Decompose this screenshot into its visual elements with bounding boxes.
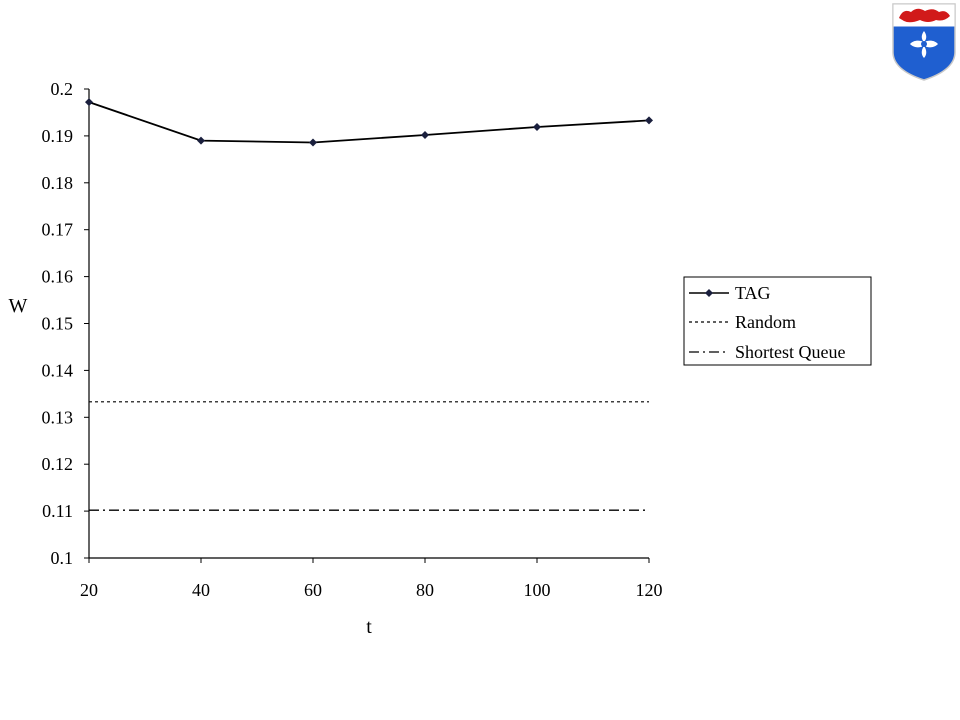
- y-tick-label: 0.19: [42, 126, 74, 146]
- x-ticks: 20 40 60 80 100 120: [80, 558, 663, 600]
- data-point-tag: [85, 98, 93, 107]
- data-point-tag: [421, 130, 429, 139]
- y-tick-label: 0.15: [42, 314, 74, 334]
- y-tick-label: 0.12: [42, 454, 74, 474]
- y-tick-label: 0.1: [51, 548, 74, 568]
- x-tick-label: 20: [80, 580, 98, 600]
- y-tick-label: 0.16: [42, 267, 74, 287]
- cross-center-icon: [921, 41, 927, 47]
- legend-item-tag: TAG: [689, 283, 771, 303]
- data-point-tag: [197, 136, 205, 145]
- legend-item-random: Random: [689, 312, 796, 332]
- data-point-tag: [533, 122, 541, 131]
- y-tick-label: 0.2: [51, 79, 74, 99]
- series-line-tag: [88, 101, 650, 144]
- legend-label-shortest-queue: Shortest Queue: [735, 342, 845, 362]
- x-tick-label: 60: [304, 580, 322, 600]
- legend-label-random: Random: [735, 312, 796, 332]
- y-tick-label: 0.17: [42, 220, 74, 240]
- legend-label-tag: TAG: [735, 283, 771, 303]
- series-layer: [85, 98, 653, 511]
- x-tick-label: 120: [636, 580, 663, 600]
- y-tick-label: 0.14: [42, 360, 74, 380]
- x-tick-label: 100: [524, 580, 551, 600]
- lion-icon: [899, 8, 950, 23]
- data-point-tag: [645, 116, 653, 125]
- x-tick-label: 40: [192, 580, 210, 600]
- legend-box: [683, 276, 872, 366]
- y-tick-label: 0.13: [42, 407, 74, 427]
- crest-logo: [892, 3, 956, 81]
- data-point-tag: [309, 138, 317, 147]
- legend-item-shortest-queue: Shortest Queue: [689, 342, 845, 362]
- legend: TAG Random Shortest Queue: [683, 276, 872, 366]
- y-axis-title: W: [9, 295, 28, 317]
- y-tick-label: 0.11: [42, 501, 73, 521]
- legend-marker-tag: [705, 289, 713, 297]
- x-tick-label: 80: [416, 580, 434, 600]
- y-tick-label: 0.18: [42, 173, 74, 193]
- x-axis-title: t: [366, 616, 372, 638]
- axes: [88, 89, 649, 559]
- y-ticks: 0.1 0.11 0.12 0.13 0.14 0.15 0.16 0.17 0.18 0.19 0…: [42, 79, 89, 568]
